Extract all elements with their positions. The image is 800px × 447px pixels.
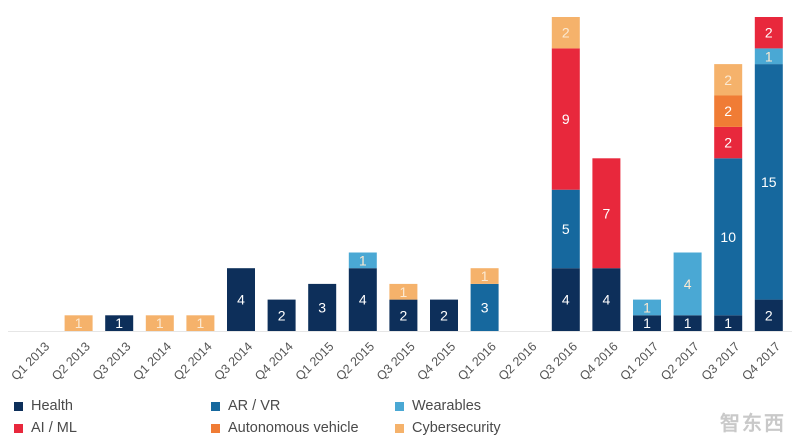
data-label: 1 [724, 315, 732, 331]
data-label: 1 [400, 284, 408, 300]
legend-item-autonomous-vehicle: Autonomous vehicle [211, 420, 359, 436]
x-tick-label: Q1 2017 [618, 339, 662, 383]
x-tick-label: Q2 2013 [49, 339, 93, 383]
x-tick-label: Q2 2017 [658, 339, 702, 383]
data-label: 2 [765, 25, 773, 41]
x-tick-label: Q1 2014 [130, 339, 174, 383]
data-label: 1 [765, 48, 773, 64]
x-tick-label: Q3 2016 [536, 339, 580, 383]
data-label: 4 [684, 276, 692, 292]
legend-item-ai-ml: AI / ML [14, 420, 77, 436]
data-label: 4 [562, 292, 570, 308]
legend-item-cybersecurity: Cybersecurity [395, 420, 501, 436]
x-tick-label: Q2 2016 [496, 339, 540, 383]
data-label: 1 [643, 299, 651, 315]
data-label: 1 [156, 315, 164, 331]
data-label: 2 [562, 25, 570, 41]
data-label: 1 [197, 315, 205, 331]
x-tick-label: Q2 2014 [171, 339, 215, 383]
legend-swatch-ai-ml [14, 424, 23, 433]
x-tick-label: Q3 2017 [699, 339, 743, 383]
x-tick-label: Q4 2016 [577, 339, 621, 383]
legend-swatch-cybersecurity [395, 424, 404, 433]
x-tick-label: Q4 2017 [739, 339, 783, 383]
data-label: 3 [318, 299, 326, 315]
data-label: 3 [481, 299, 489, 315]
data-label: 5 [562, 221, 570, 237]
legend-swatch-health [14, 402, 23, 411]
data-label: 2 [400, 307, 408, 323]
legend-label-autonomous-vehicle: Autonomous vehicle [228, 420, 359, 436]
data-label: 1 [643, 315, 651, 331]
x-tick-label: Q3 2013 [90, 339, 134, 383]
data-label: 1 [684, 315, 692, 331]
data-label: 7 [603, 205, 611, 221]
legend-swatch-autonomous-vehicle [211, 424, 220, 433]
watermark-logo: 智东西 [720, 407, 786, 436]
legend-label-wearables: Wearables [412, 398, 481, 414]
data-label: 2 [440, 307, 448, 323]
data-label: 2 [724, 135, 732, 151]
legend-item-wearables: Wearables [395, 398, 481, 414]
x-tick-label: Q1 2016 [455, 339, 499, 383]
x-tick-label: Q1 2015 [293, 339, 337, 383]
x-tick-label: Q3 2015 [374, 339, 418, 383]
legend-label-ar-vr: AR / VR [228, 398, 280, 414]
data-label: 2 [724, 103, 732, 119]
data-label: 4 [603, 292, 611, 308]
legend-item-health: Health [14, 398, 73, 414]
data-label: 4 [359, 292, 367, 308]
legend-item-ar-vr: AR / VR [211, 398, 280, 414]
data-label: 15 [761, 174, 777, 190]
legend-label-cybersecurity: Cybersecurity [412, 420, 501, 436]
x-tick-label: Q3 2014 [212, 339, 256, 383]
legend-label-health: Health [31, 398, 73, 414]
legend-label-ai-ml: AI / ML [31, 420, 77, 436]
x-tick-label: Q2 2015 [333, 339, 377, 383]
data-label: 2 [765, 307, 773, 323]
chart-legend: Health AR / VR Wearables AI / ML Autonom… [14, 396, 574, 440]
data-label: 10 [720, 229, 736, 245]
data-label: 1 [75, 315, 83, 331]
data-label: 1 [481, 268, 489, 284]
data-label: 2 [278, 307, 286, 323]
data-label: 1 [115, 315, 123, 331]
x-tick-label: Q4 2015 [415, 339, 459, 383]
legend-swatch-ar-vr [211, 402, 220, 411]
data-label: 1 [359, 252, 367, 268]
legend-swatch-wearables [395, 402, 404, 411]
x-tick-label: Q4 2014 [252, 339, 296, 383]
data-label: 2 [724, 72, 732, 88]
data-label: 4 [237, 292, 245, 308]
x-tick-label: Q1 2013 [9, 339, 53, 383]
data-label: 9 [562, 111, 570, 127]
